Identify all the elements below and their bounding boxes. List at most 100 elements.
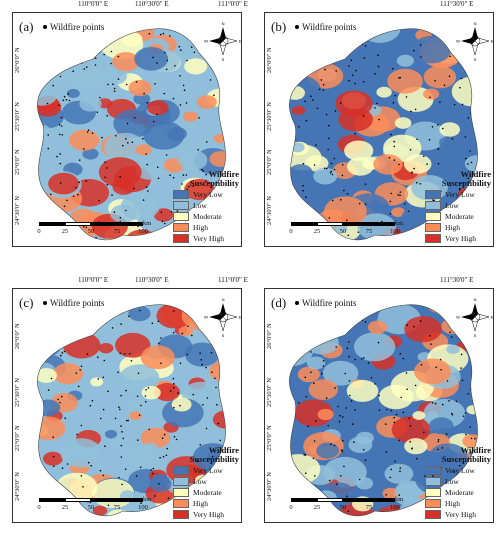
wildfire-point bbox=[94, 57, 97, 60]
susceptibility-patch bbox=[356, 477, 374, 490]
susceptibility-patch bbox=[104, 132, 146, 162]
wildfire-point bbox=[119, 217, 122, 219]
wildfire-point bbox=[370, 377, 373, 379]
wildfire-point bbox=[59, 162, 62, 165]
wildfire-point bbox=[347, 234, 350, 237]
wildfire-point bbox=[102, 376, 105, 379]
susceptibility-patch bbox=[289, 55, 305, 71]
susceptibility-map: N S E W bbox=[289, 297, 494, 517]
wildfire-point bbox=[125, 389, 127, 392]
point-marker-icon bbox=[295, 25, 299, 29]
legend: Wildfire Susceptibility Very Low Low Modera… bbox=[173, 170, 239, 244]
legend-item: Very High bbox=[425, 233, 491, 244]
wildfire-point bbox=[461, 379, 464, 382]
wildfire-point bbox=[411, 447, 413, 450]
susceptibility-patch bbox=[113, 109, 154, 138]
wildfire-point bbox=[464, 136, 467, 138]
susceptibility-patch bbox=[322, 360, 359, 386]
wildfire-point bbox=[358, 478, 361, 481]
svg-text:E: E bbox=[491, 315, 494, 320]
wildfire-point bbox=[333, 157, 336, 160]
wildfire-point bbox=[398, 77, 400, 79]
wildfire-point bbox=[107, 309, 109, 311]
susceptibility-patch bbox=[367, 320, 388, 334]
wildfire-point bbox=[329, 172, 332, 174]
susceptibility-patch bbox=[428, 443, 468, 471]
susceptibility-patch bbox=[129, 411, 142, 420]
legend-swatch bbox=[425, 212, 441, 221]
wildfire-point bbox=[385, 494, 387, 496]
wildfire-point bbox=[406, 324, 408, 326]
wildfire-point bbox=[63, 205, 66, 208]
legend-swatch bbox=[173, 201, 189, 210]
panel-label: (c) bbox=[19, 295, 34, 310]
wildfire-point bbox=[453, 471, 456, 473]
wildfire-point bbox=[119, 175, 121, 178]
wildfire-point bbox=[44, 37, 47, 39]
wildfire-point bbox=[142, 137, 144, 140]
wildfire-point bbox=[200, 359, 203, 361]
wildfire-point bbox=[328, 217, 331, 219]
susceptibility-patch bbox=[337, 416, 350, 426]
wildfire-point bbox=[169, 174, 171, 176]
wildfire-point bbox=[173, 310, 175, 312]
wildfire-point bbox=[164, 222, 166, 225]
wildfire-point bbox=[185, 174, 188, 176]
wildfire-point bbox=[325, 167, 328, 170]
wildfire-point bbox=[459, 86, 461, 89]
wildfire-point bbox=[152, 120, 155, 123]
wildfire-point bbox=[110, 62, 112, 65]
wildfire-point bbox=[351, 74, 354, 76]
legend-label: Low bbox=[445, 201, 459, 210]
susceptibility-patch bbox=[37, 49, 60, 74]
wildfire-point bbox=[408, 417, 410, 420]
susceptibility-patch bbox=[37, 337, 61, 357]
scale-tick: 50 bbox=[339, 504, 347, 511]
wildfire-point bbox=[59, 401, 61, 404]
wildfire-point bbox=[304, 454, 307, 456]
susceptibility-patch bbox=[394, 117, 412, 129]
susceptibility-patch bbox=[289, 204, 310, 221]
wildfire-point bbox=[343, 465, 345, 468]
legend-label: Low bbox=[445, 477, 459, 486]
wildfire-point bbox=[431, 126, 434, 128]
wildfire-point bbox=[298, 126, 300, 128]
wildfire-point bbox=[156, 230, 159, 233]
wildfire-point bbox=[140, 502, 142, 504]
wildfire-point bbox=[439, 358, 442, 361]
wildfire-points-key: Wildfire points bbox=[295, 22, 356, 32]
scale-tick: 50 bbox=[87, 504, 95, 511]
wildfire-point bbox=[413, 325, 415, 328]
wildfire-point bbox=[151, 472, 154, 475]
legend-item: Very High bbox=[173, 509, 239, 520]
wildfire-point bbox=[186, 59, 188, 62]
wildfire-point bbox=[78, 159, 81, 161]
legend-item: Very Low bbox=[173, 465, 239, 476]
wildfire-point bbox=[312, 457, 315, 460]
wildfire-point bbox=[389, 476, 392, 479]
susceptibility-patch bbox=[37, 323, 66, 351]
wildfire-point bbox=[52, 436, 54, 438]
wildfire-point bbox=[145, 153, 147, 155]
legend-swatch bbox=[173, 499, 189, 508]
wildfire-point bbox=[460, 353, 463, 356]
wildfire-point bbox=[304, 308, 307, 311]
susceptibility-patch bbox=[425, 411, 439, 421]
wildfire-point bbox=[193, 51, 196, 54]
wildfire-point bbox=[330, 170, 333, 173]
wildfire-point bbox=[179, 104, 182, 106]
wildfire-point bbox=[410, 110, 412, 113]
wildfire-point bbox=[117, 55, 120, 58]
wildfire-point bbox=[414, 108, 417, 111]
wildfire-point bbox=[460, 77, 463, 80]
wildfire-point bbox=[77, 385, 80, 388]
wildfire-point bbox=[198, 117, 200, 119]
wildfire-point bbox=[355, 69, 357, 72]
wildfire-point bbox=[459, 189, 461, 191]
wildfire-point bbox=[199, 443, 202, 446]
legend: Wildfire Susceptibility Very Low Low Modera… bbox=[425, 446, 491, 520]
wildfire-point bbox=[416, 457, 418, 460]
susceptibility-patch bbox=[128, 79, 152, 97]
susceptibility-patch bbox=[359, 28, 401, 43]
susceptibility-patch bbox=[429, 417, 454, 435]
